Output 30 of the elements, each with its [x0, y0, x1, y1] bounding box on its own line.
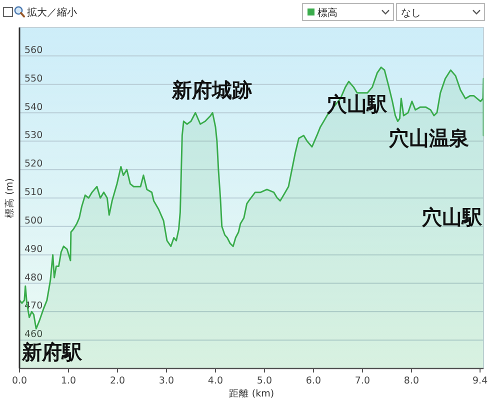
annotation: 穴山温泉	[388, 126, 469, 150]
x-tick-label: 3.0	[158, 376, 174, 386]
y-tick-label: 500	[24, 215, 43, 226]
legend-label: 標高	[318, 7, 338, 19]
text: 拡大／縮小	[27, 6, 77, 18]
y-tick-label: 480	[24, 272, 43, 284]
y-tick-label: 490	[24, 244, 43, 255]
x-tick-label: 8.0	[404, 376, 420, 386]
annotation: 穴山駅	[421, 205, 483, 229]
legend: 標高	[308, 8, 338, 19]
x-tick-label: 0.0	[12, 376, 28, 386]
x-tick-label: 5.0	[256, 376, 272, 386]
annotation: 新府城跡	[171, 78, 252, 102]
x-tick-label: 7.0	[354, 376, 370, 386]
y-tick-label: 520	[24, 158, 43, 170]
x-tick-label: 4.0	[208, 376, 224, 386]
y-tick-label: 510	[24, 187, 43, 198]
text: なし	[401, 8, 421, 19]
x-tick-label: 9.4	[472, 376, 488, 386]
y-tick-label: 550	[24, 73, 43, 84]
y-tick-label: 560	[24, 44, 43, 56]
annotation: 新府駅	[21, 340, 83, 364]
y-tick-label: 530	[24, 130, 43, 142]
x-tick-label: 6.0	[306, 376, 322, 386]
x-tick-label: 1.0	[60, 376, 76, 386]
y-tick-label: 460	[24, 329, 43, 340]
y-axis-title: 標高 (m)	[4, 178, 16, 218]
x-axis-title: 距離 (km)	[228, 388, 274, 400]
y-tick-label: 540	[24, 102, 43, 113]
x-tick-label: 2.0	[110, 376, 126, 386]
